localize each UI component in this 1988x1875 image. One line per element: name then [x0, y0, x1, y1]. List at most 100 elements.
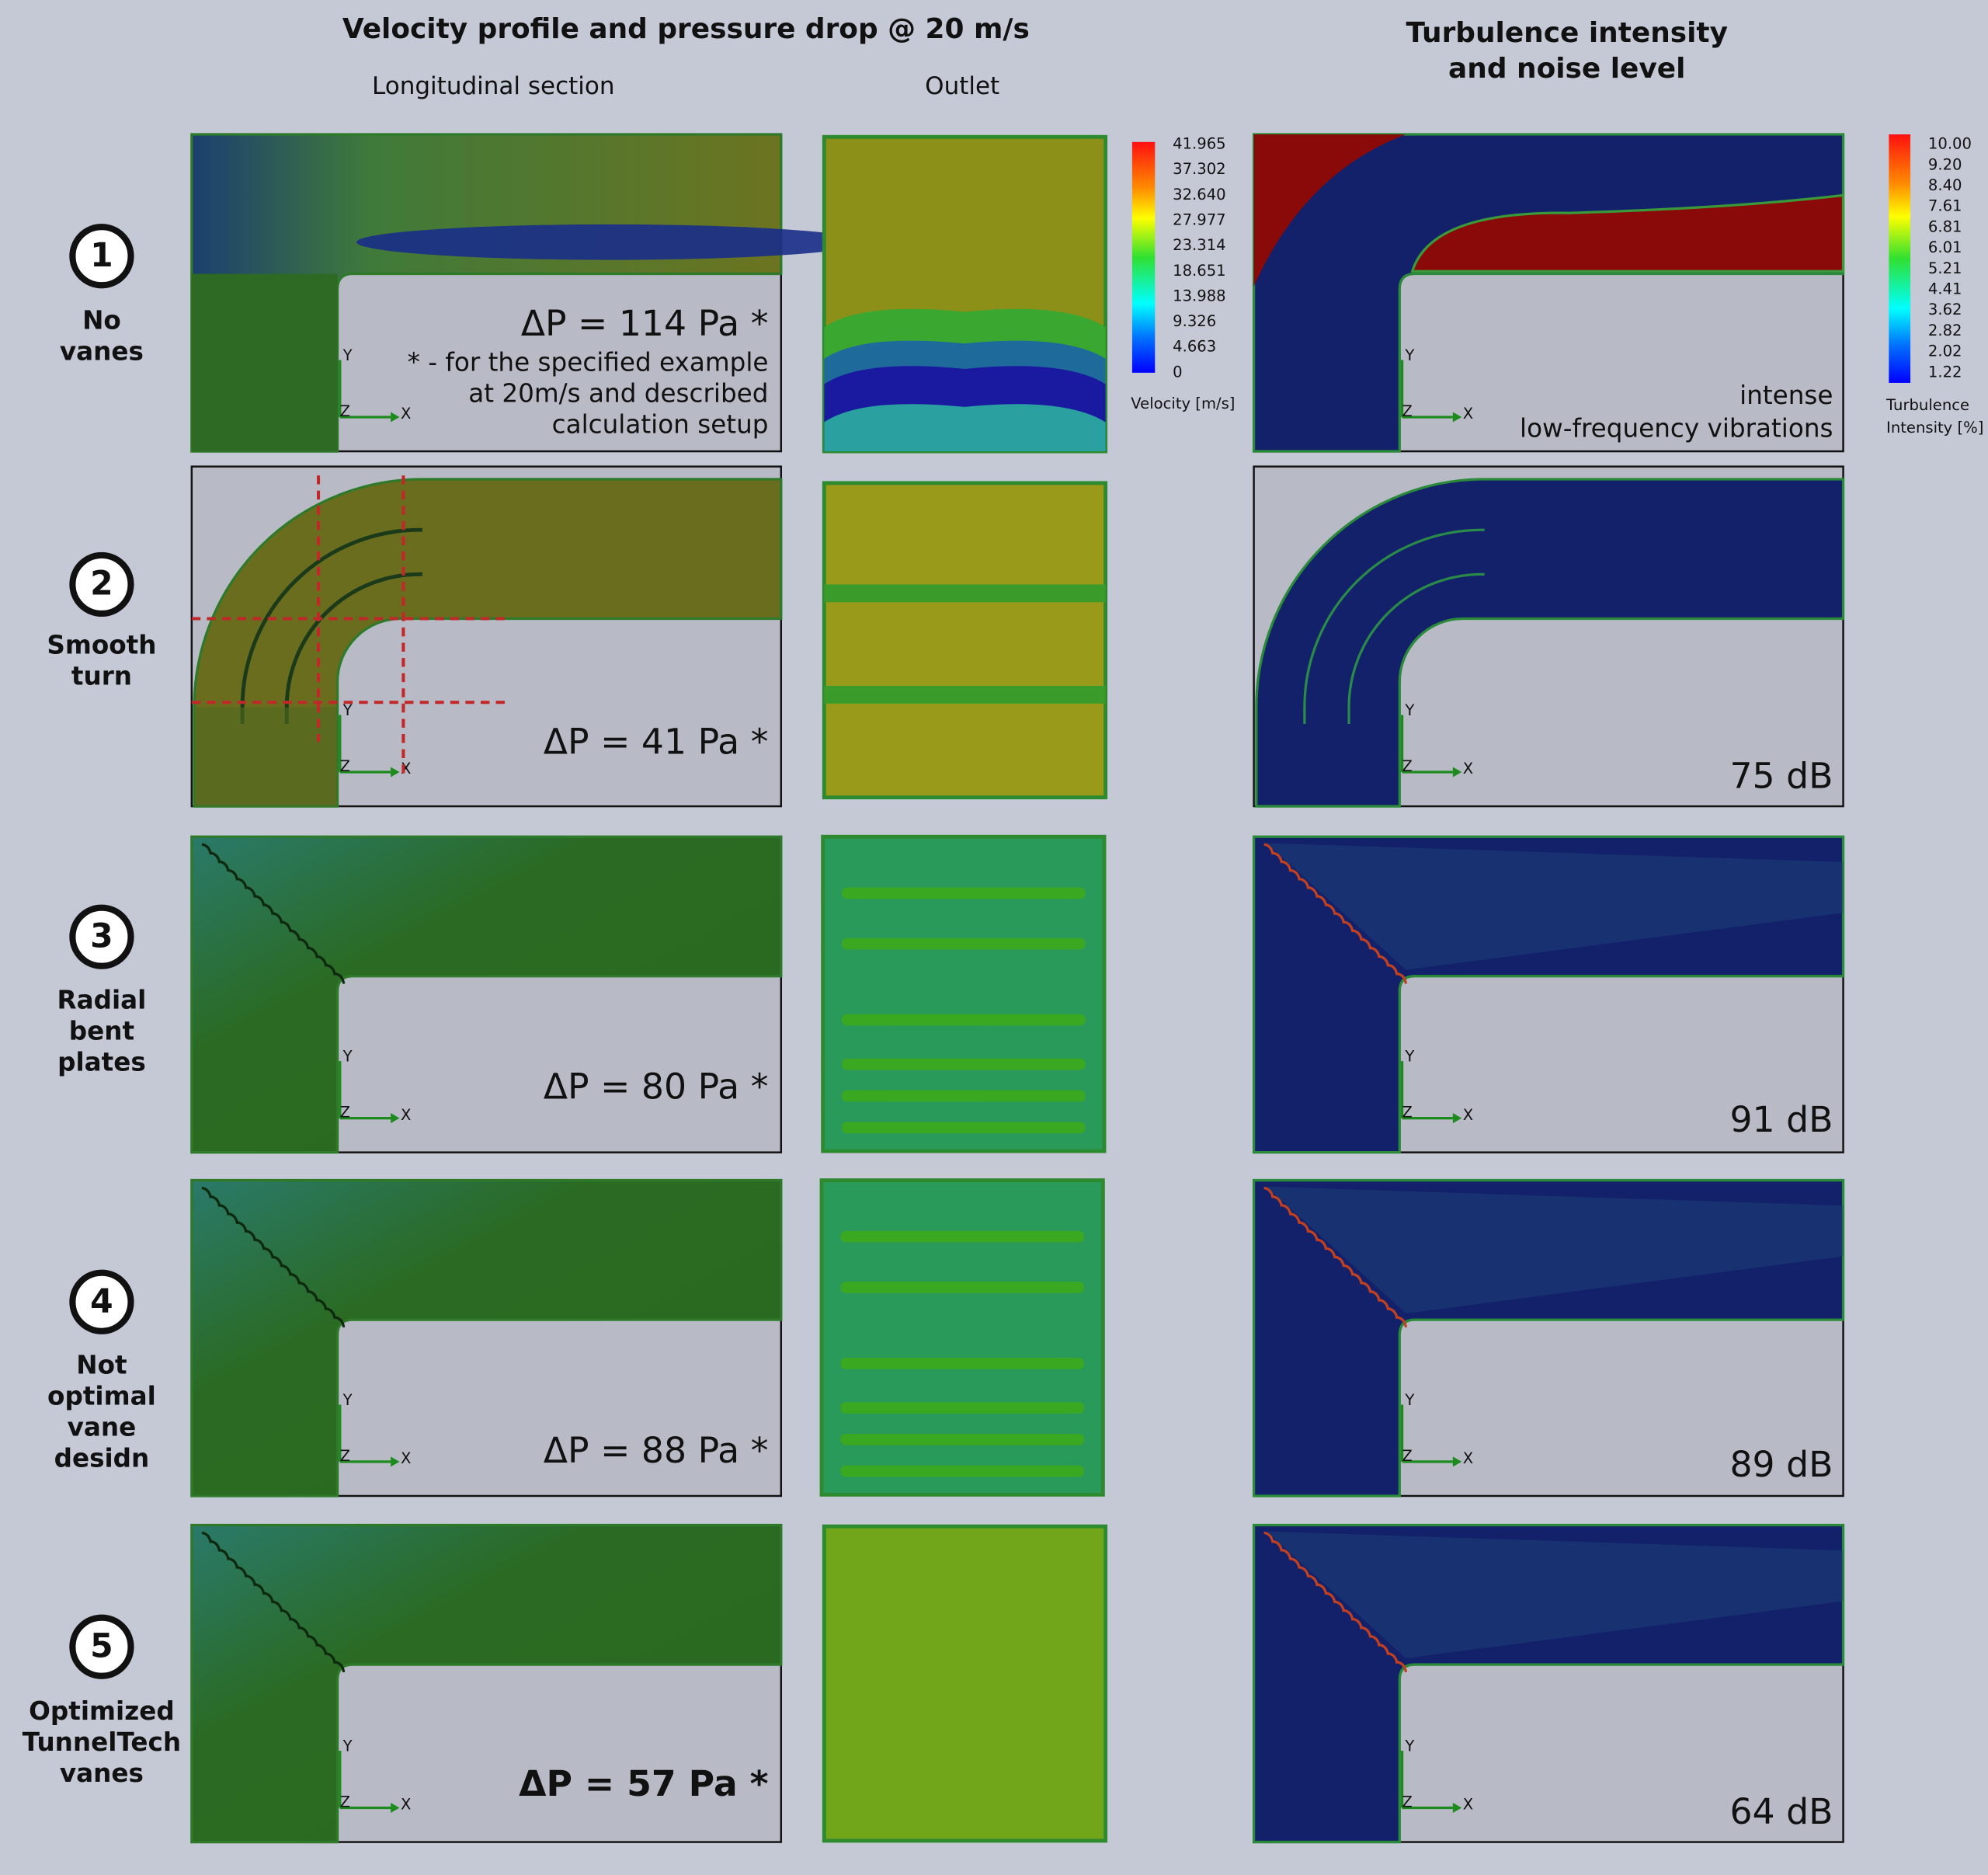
colorbar-title: Velocity [m/s] — [1131, 395, 1235, 412]
vane — [1326, 903, 1336, 916]
flow-region — [191, 273, 338, 452]
axis-label: X — [401, 1796, 411, 1814]
vane — [237, 1221, 248, 1233]
flow-band — [842, 887, 1086, 899]
vane — [299, 938, 310, 950]
flow-band — [842, 1058, 1086, 1070]
colorbar-tick: 32.640 — [1173, 186, 1226, 204]
vane — [210, 851, 221, 864]
axis-label: Y — [1404, 346, 1414, 364]
vane — [317, 1299, 328, 1310]
pressure-drop: ΔP = 41 Pa * — [544, 722, 769, 763]
axis-label: X — [1463, 1796, 1473, 1814]
pressure-drop: ΔP = 57 Pa * — [519, 1763, 768, 1804]
row-label: turn — [71, 661, 132, 691]
axis-label: X — [1463, 760, 1473, 777]
axis-label: Y — [342, 1391, 353, 1409]
vane — [1326, 1591, 1336, 1604]
vane — [1343, 1264, 1354, 1276]
vane — [1352, 1272, 1363, 1285]
flow-band — [840, 1434, 1084, 1445]
vane — [1281, 1203, 1292, 1216]
vane — [1343, 920, 1354, 933]
vane — [1370, 1634, 1381, 1647]
vane — [1378, 955, 1390, 967]
vane — [1370, 946, 1381, 958]
vane — [1308, 885, 1319, 898]
row-number: 5 — [90, 1627, 113, 1665]
vane — [219, 1548, 230, 1560]
vane — [1334, 1600, 1346, 1612]
note: at 20m/s and described — [468, 378, 768, 408]
axis-label: Y — [1404, 1048, 1414, 1066]
colorbar-tick: 5.21 — [1928, 259, 1962, 277]
flow-band — [824, 686, 1106, 704]
duct — [193, 478, 783, 808]
noise-level: intense — [1740, 381, 1833, 410]
vane — [201, 1186, 212, 1198]
row-label: bent — [69, 1016, 134, 1045]
axis-arrow — [1452, 412, 1462, 423]
flow-region — [194, 707, 338, 807]
row-label: vanes — [60, 337, 144, 367]
colorbar-tick: 9.20 — [1928, 155, 1962, 173]
vane — [1361, 938, 1372, 950]
colorbar-tick: 23.314 — [1173, 236, 1226, 254]
axis-label: X — [1463, 1449, 1473, 1467]
wake — [1266, 843, 1844, 970]
axis-label: X — [401, 1449, 411, 1467]
axis-label: Z — [1402, 402, 1412, 420]
flow-band — [824, 404, 1106, 452]
vane — [334, 1316, 346, 1328]
column-heading: Outlet — [925, 72, 999, 100]
colorbar-tick: 9.326 — [1173, 312, 1216, 330]
vane — [1290, 1212, 1301, 1225]
vane — [1272, 1539, 1284, 1552]
vane — [1388, 1307, 1399, 1320]
vane — [1378, 1299, 1390, 1310]
colorbar-tick: 2.82 — [1928, 322, 1962, 339]
colorbar-tick: 13.988 — [1173, 287, 1226, 304]
vane — [308, 1634, 319, 1647]
vane — [201, 1531, 212, 1543]
vane — [1378, 1643, 1390, 1655]
vane — [1352, 1617, 1363, 1630]
axis-label: Z — [340, 1104, 350, 1122]
noise-level: 91 dB — [1729, 1099, 1833, 1140]
axis-label: Y — [1404, 701, 1414, 719]
vane — [334, 972, 346, 984]
flow-band — [842, 1014, 1086, 1026]
axis-arrow — [1452, 767, 1462, 777]
outlet-panel — [819, 1178, 1105, 1497]
row-number: 4 — [90, 1282, 113, 1320]
vane — [237, 877, 248, 889]
vane — [1308, 1574, 1319, 1587]
row-label: Optimized — [29, 1696, 175, 1726]
vane — [290, 1617, 301, 1630]
vane — [263, 903, 274, 916]
vane — [1263, 843, 1274, 855]
colorbar-tick: 18.651 — [1173, 262, 1226, 280]
vane — [1361, 1281, 1372, 1293]
axis-arrow — [1452, 1113, 1462, 1124]
row-number-circle — [69, 904, 134, 969]
axis-label: Y — [342, 701, 353, 719]
colorbar-tick: 8.40 — [1928, 176, 1962, 194]
duct — [1255, 478, 1845, 808]
vane — [325, 1652, 336, 1665]
wake — [1266, 1186, 1844, 1313]
axis-arrow — [1452, 1456, 1462, 1467]
vane — [281, 1609, 292, 1621]
colorbar-tick: 4.41 — [1928, 280, 1962, 297]
vane — [210, 1195, 221, 1207]
noise-level: 89 dB — [1729, 1444, 1833, 1485]
vane — [240, 527, 422, 724]
note: * - for the specified example — [408, 347, 769, 377]
axis-label: Z — [340, 1793, 350, 1811]
flow-band — [842, 938, 1086, 950]
flow-band — [842, 1090, 1086, 1102]
colorbar-tick: 6.01 — [1928, 238, 1962, 256]
wake — [1266, 1531, 1844, 1658]
colorbar-tick: 3.62 — [1928, 301, 1962, 318]
